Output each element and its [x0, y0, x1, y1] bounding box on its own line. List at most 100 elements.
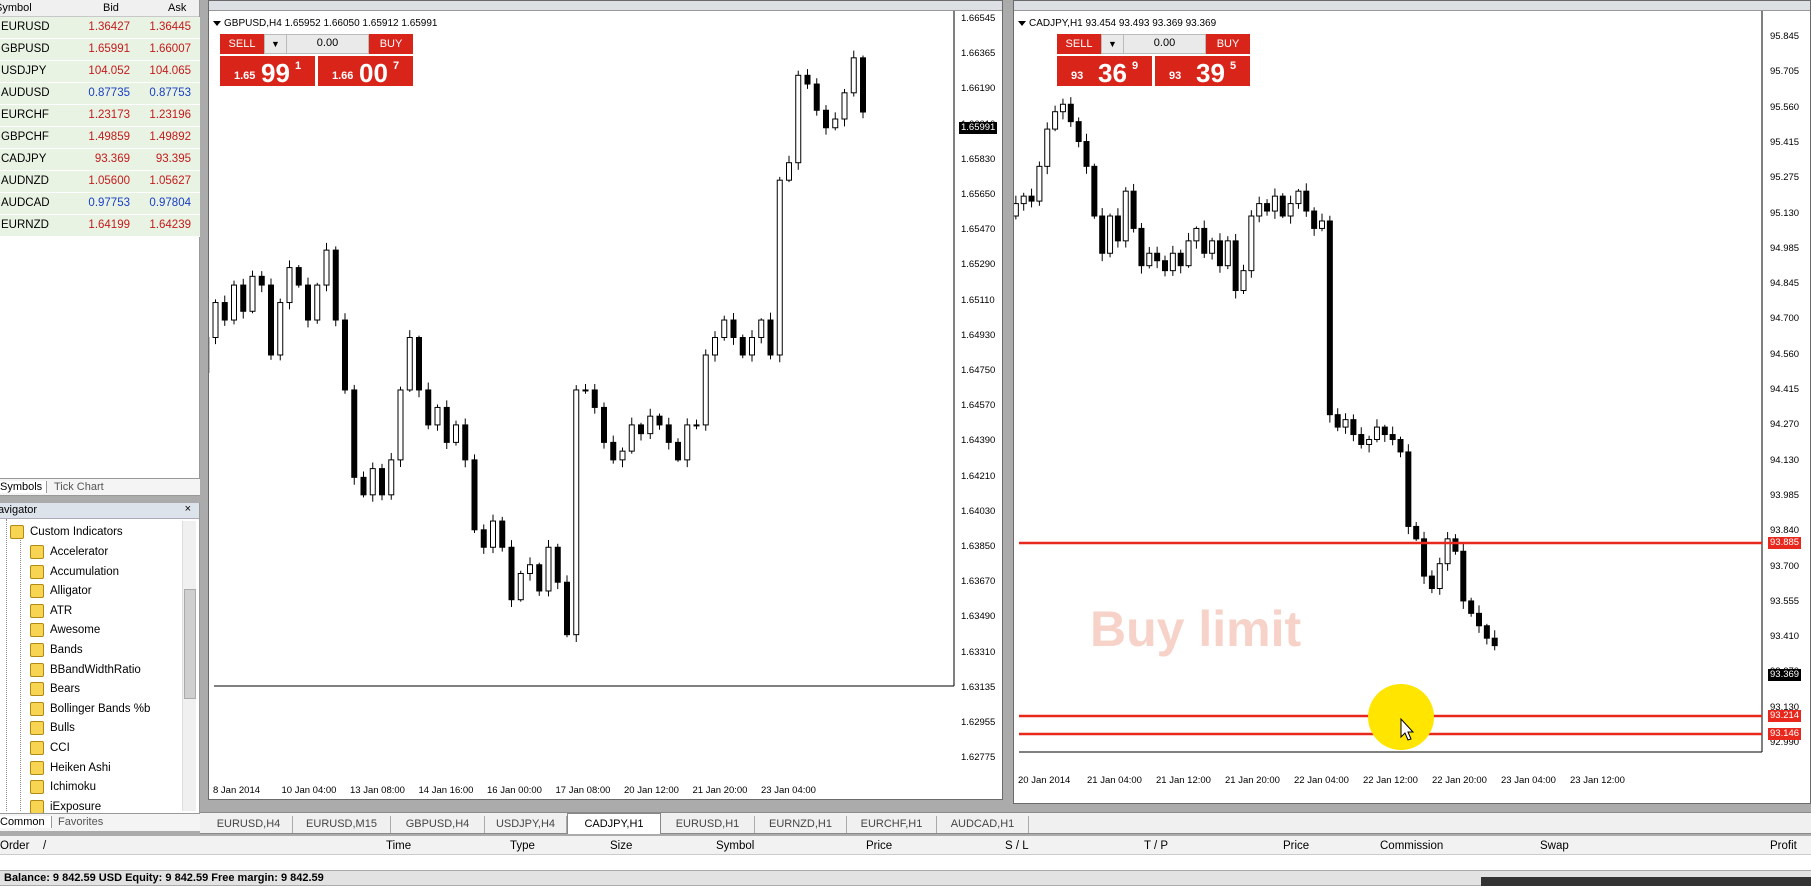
- terminal-column-header[interactable]: T / P: [1144, 840, 1169, 852]
- indicator-item[interactable]: ATR: [30, 603, 72, 623]
- ask-price: 1.36445: [149, 21, 191, 33]
- market-watch-row[interactable]: USDJPY 104.052 104.065: [0, 61, 200, 83]
- chart-title-bar[interactable]: [209, 1, 1002, 11]
- symbol-name: EURNZD: [1, 219, 49, 231]
- terminal-column-header[interactable]: Price: [1283, 840, 1310, 852]
- tab-tick-chart[interactable]: Tick Chart: [54, 481, 104, 493]
- chart-window-gbpusd[interactable]: GBPUSD,H4 1.65952 1.66050 1.65912 1.6599…: [208, 0, 1003, 800]
- candle: [369, 468, 376, 496]
- market-watch-row[interactable]: EURCHF 1.23173 1.23196: [0, 105, 200, 127]
- price-axis-label: 92.990: [1770, 737, 1800, 748]
- lot-size-input[interactable]: ▼ 0.00: [1101, 34, 1206, 54]
- price-axis-label: 1.62775: [961, 752, 996, 764]
- indicator-item[interactable]: iExposure: [30, 799, 101, 819]
- market-watch-row[interactable]: EURUSD 1.36427 1.36445: [0, 17, 200, 39]
- candle: [536, 564, 543, 592]
- tree-item-custom-indicators[interactable]: Custom Indicators: [10, 525, 123, 544]
- market-watch-tabs: Symbols Tick Chart: [0, 478, 200, 496]
- chart-title-bar[interactable]: [1014, 1, 1810, 11]
- navigator-scrollbar[interactable]: [182, 521, 196, 811]
- buy-button[interactable]: BUY: [1206, 34, 1250, 54]
- terminal-column-header[interactable]: Symbol: [716, 840, 755, 852]
- chart-tab[interactable]: EURUSD,M15: [293, 816, 391, 833]
- column-header-symbol[interactable]: Symbol: [0, 2, 32, 14]
- chart-tab[interactable]: EURUSD,H1: [661, 816, 755, 833]
- price-axis-label: 1.64390: [961, 435, 996, 447]
- indicator-item[interactable]: Accelerator: [30, 545, 108, 564]
- terminal-column-header[interactable]: Commission: [1380, 840, 1444, 852]
- candle: [1460, 550, 1467, 602]
- chart-tab[interactable]: EURUSD,H4: [205, 816, 293, 833]
- price-axis-label: 95.845: [1770, 31, 1800, 42]
- chart-tab[interactable]: AUDCAD,H1: [937, 816, 1029, 833]
- chevron-down-icon[interactable]: ▼: [265, 35, 287, 53]
- symbol-name: GBPUSD: [1, 43, 50, 55]
- buy-price-button[interactable]: 1.66 00 7: [318, 56, 413, 88]
- indicator-item[interactable]: Alligator: [30, 584, 92, 603]
- terminal-column-header[interactable]: Type: [510, 840, 535, 852]
- column-header-bid[interactable]: Bid: [103, 2, 119, 14]
- order-price-tag: 93.885: [1768, 537, 1802, 549]
- chart-tab[interactable]: EURNZD,H1: [755, 816, 847, 833]
- navigator-panel: Navigator × Custom Indicators Accelerato…: [0, 503, 200, 814]
- terminal-column-header[interactable]: Profit: [1770, 840, 1797, 852]
- market-watch-row[interactable]: GBPUSD 1.65991 1.66007: [0, 39, 200, 61]
- market-watch-row[interactable]: AUDNZD 1.05600 1.05627: [0, 171, 200, 193]
- candle: [1107, 215, 1114, 254]
- chart-tab[interactable]: EURCHF,H1: [847, 816, 937, 833]
- market-watch-row[interactable]: AUDUSD 0.87735 0.87753: [0, 83, 200, 105]
- indicator-item[interactable]: CCI: [30, 741, 70, 760]
- market-watch-row[interactable]: CADJPY 93.369 93.395: [0, 149, 200, 171]
- indicator-item[interactable]: Awesome: [30, 623, 100, 642]
- lot-size-input[interactable]: ▼ 0.00: [264, 34, 369, 54]
- indicator-icon: [30, 780, 44, 795]
- indicator-item[interactable]: Bulls: [30, 721, 75, 740]
- indicator-item[interactable]: Heiken Ashi: [30, 760, 111, 780]
- indicator-item[interactable]: Bands: [30, 643, 83, 662]
- candle: [499, 520, 506, 548]
- market-watch-row[interactable]: EURNZD 1.64199 1.64239: [0, 215, 200, 237]
- tab-common[interactable]: Common: [0, 816, 52, 828]
- candle: [1326, 220, 1333, 416]
- close-icon[interactable]: ×: [184, 503, 191, 515]
- sell-button[interactable]: SELL: [220, 34, 264, 54]
- indicator-item[interactable]: Bollinger Bands %b: [30, 701, 150, 721]
- price-axis-label: 95.275: [1770, 172, 1800, 184]
- terminal-column-header[interactable]: S / L: [1005, 840, 1029, 852]
- candlestick-chart[interactable]: [209, 1, 1004, 801]
- chart-tab[interactable]: CADJPY,H1: [567, 813, 661, 834]
- indicator-item[interactable]: Ichimoku: [30, 780, 96, 799]
- scrollbar-thumb[interactable]: [184, 589, 196, 699]
- candle: [1413, 525, 1420, 540]
- market-watch-row[interactable]: GBPCHF 1.49859 1.49892: [0, 127, 200, 149]
- terminal-column-header[interactable]: Time: [386, 840, 412, 852]
- indicator-item[interactable]: Bears: [30, 682, 80, 701]
- chart-tab[interactable]: USDJPY,H4: [485, 816, 567, 833]
- terminal-column-header[interactable]: Size: [610, 840, 633, 852]
- chart-tab[interactable]: GBPUSD,H4: [391, 816, 485, 833]
- terminal-column-header[interactable]: Order: [0, 840, 30, 852]
- terminal-column-header[interactable]: Swap: [1540, 840, 1569, 852]
- chevron-down-icon[interactable]: ▼: [1102, 35, 1124, 53]
- candle: [1216, 240, 1223, 267]
- terminal-column-header[interactable]: Price: [866, 840, 893, 852]
- indicator-icon: [30, 545, 44, 559]
- sell-price-button[interactable]: 1.65 99 1: [220, 56, 315, 88]
- column-header-ask[interactable]: Ask: [168, 2, 187, 14]
- market-watch-row[interactable]: AUDCAD 0.97753 0.97804: [0, 193, 200, 215]
- buy-price-button[interactable]: 93 39 5: [1155, 56, 1250, 88]
- sell-price-button[interactable]: 93 36 9: [1057, 56, 1152, 88]
- candle: [1209, 240, 1216, 254]
- indicator-item[interactable]: BBandWidthRatio: [30, 662, 141, 682]
- indicator-item[interactable]: Accumulation: [30, 564, 119, 584]
- tab-favorites[interactable]: Favorites: [58, 816, 104, 828]
- price-axis-label: 1.64930: [961, 329, 996, 341]
- buy-button[interactable]: BUY: [369, 34, 413, 54]
- indicator-icon: [30, 682, 44, 697]
- candle: [249, 275, 256, 312]
- tab-symbols[interactable]: Symbols: [0, 481, 48, 493]
- sell-button[interactable]: SELL: [1057, 34, 1101, 54]
- terminal-column-header[interactable]: /: [43, 840, 47, 852]
- price-axis-label: 1.65470: [961, 224, 996, 236]
- price-axis-label: 1.66545: [961, 13, 996, 24]
